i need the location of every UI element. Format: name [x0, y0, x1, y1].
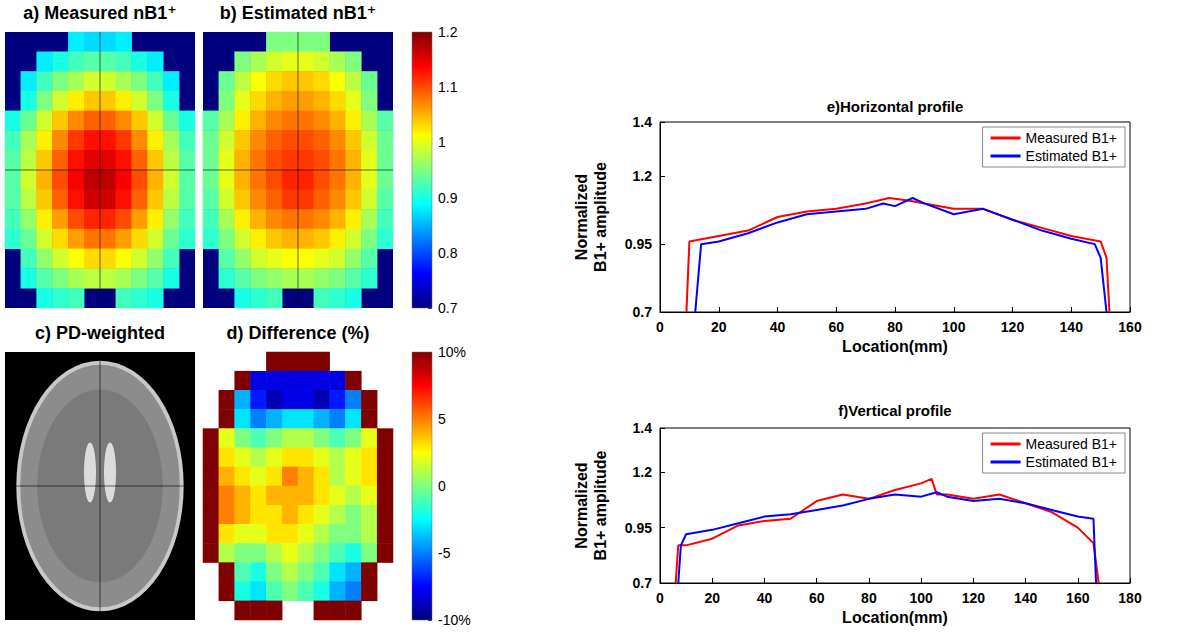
- svg-text:e)Horizontal profile: e)Horizontal profile: [827, 98, 964, 115]
- svg-text:60: 60: [828, 319, 844, 335]
- svg-text:Estimated B1+: Estimated B1+: [1026, 454, 1117, 470]
- svg-text:60: 60: [809, 590, 825, 606]
- svg-text:120: 120: [962, 590, 986, 606]
- svg-text:0.8: 0.8: [438, 245, 458, 261]
- svg-text:100: 100: [942, 319, 966, 335]
- svg-text:100: 100: [909, 590, 933, 606]
- svg-text:1.1: 1.1: [438, 79, 458, 95]
- svg-text:80: 80: [887, 319, 903, 335]
- svg-text:10%: 10%: [438, 344, 466, 360]
- svg-text:160: 160: [1066, 590, 1090, 606]
- svg-text:140: 140: [1014, 590, 1038, 606]
- svg-text:Normalized: Normalized: [573, 174, 590, 260]
- svg-text:1: 1: [438, 134, 446, 150]
- svg-text:1.2: 1.2: [438, 24, 458, 40]
- svg-text:0.9: 0.9: [438, 190, 458, 206]
- svg-text:80: 80: [861, 590, 877, 606]
- svg-text:20: 20: [704, 590, 720, 606]
- svg-text:160: 160: [1118, 319, 1142, 335]
- svg-text:20: 20: [711, 319, 727, 335]
- svg-text:0.95: 0.95: [625, 520, 652, 536]
- svg-text:Location(mm): Location(mm): [842, 609, 948, 626]
- svg-text:B1+ amplitude: B1+ amplitude: [592, 162, 609, 272]
- svg-text:0.7: 0.7: [438, 300, 458, 316]
- svg-text:140: 140: [1060, 319, 1084, 335]
- svg-text:a) Measured nB1⁺: a) Measured nB1⁺: [23, 3, 177, 23]
- svg-text:d) Difference (%): d) Difference (%): [226, 323, 369, 343]
- svg-text:40: 40: [770, 319, 786, 335]
- svg-text:40: 40: [757, 590, 773, 606]
- svg-text:c) PD-weighted: c) PD-weighted: [35, 323, 165, 343]
- svg-text:120: 120: [1001, 319, 1025, 335]
- svg-text:1.4: 1.4: [633, 114, 653, 130]
- svg-text:Location(mm): Location(mm): [842, 338, 948, 355]
- svg-text:0.7: 0.7: [633, 575, 653, 591]
- svg-text:Measured B1+: Measured B1+: [1026, 436, 1117, 452]
- svg-text:-5: -5: [438, 545, 451, 561]
- svg-text:f)Vertical profile: f)Vertical profile: [838, 402, 951, 419]
- svg-text:1.2: 1.2: [633, 168, 653, 184]
- svg-text:0.95: 0.95: [625, 236, 652, 252]
- svg-text:0: 0: [656, 319, 664, 335]
- svg-text:1.4: 1.4: [633, 420, 653, 436]
- svg-text:Normalized: Normalized: [573, 462, 590, 548]
- svg-text:-10%: -10%: [438, 612, 471, 628]
- svg-text:1.2: 1.2: [633, 464, 653, 480]
- svg-text:b) Estimated nB1⁺: b) Estimated nB1⁺: [220, 3, 377, 23]
- svg-text:0: 0: [438, 478, 446, 494]
- svg-text:B1+ amplitude: B1+ amplitude: [592, 451, 609, 561]
- svg-text:Estimated B1+: Estimated B1+: [1026, 148, 1117, 164]
- svg-text:0: 0: [656, 590, 664, 606]
- svg-text:5: 5: [438, 411, 446, 427]
- svg-text:Measured B1+: Measured B1+: [1026, 130, 1117, 146]
- svg-text:0.7: 0.7: [633, 304, 653, 320]
- svg-text:180: 180: [1118, 590, 1142, 606]
